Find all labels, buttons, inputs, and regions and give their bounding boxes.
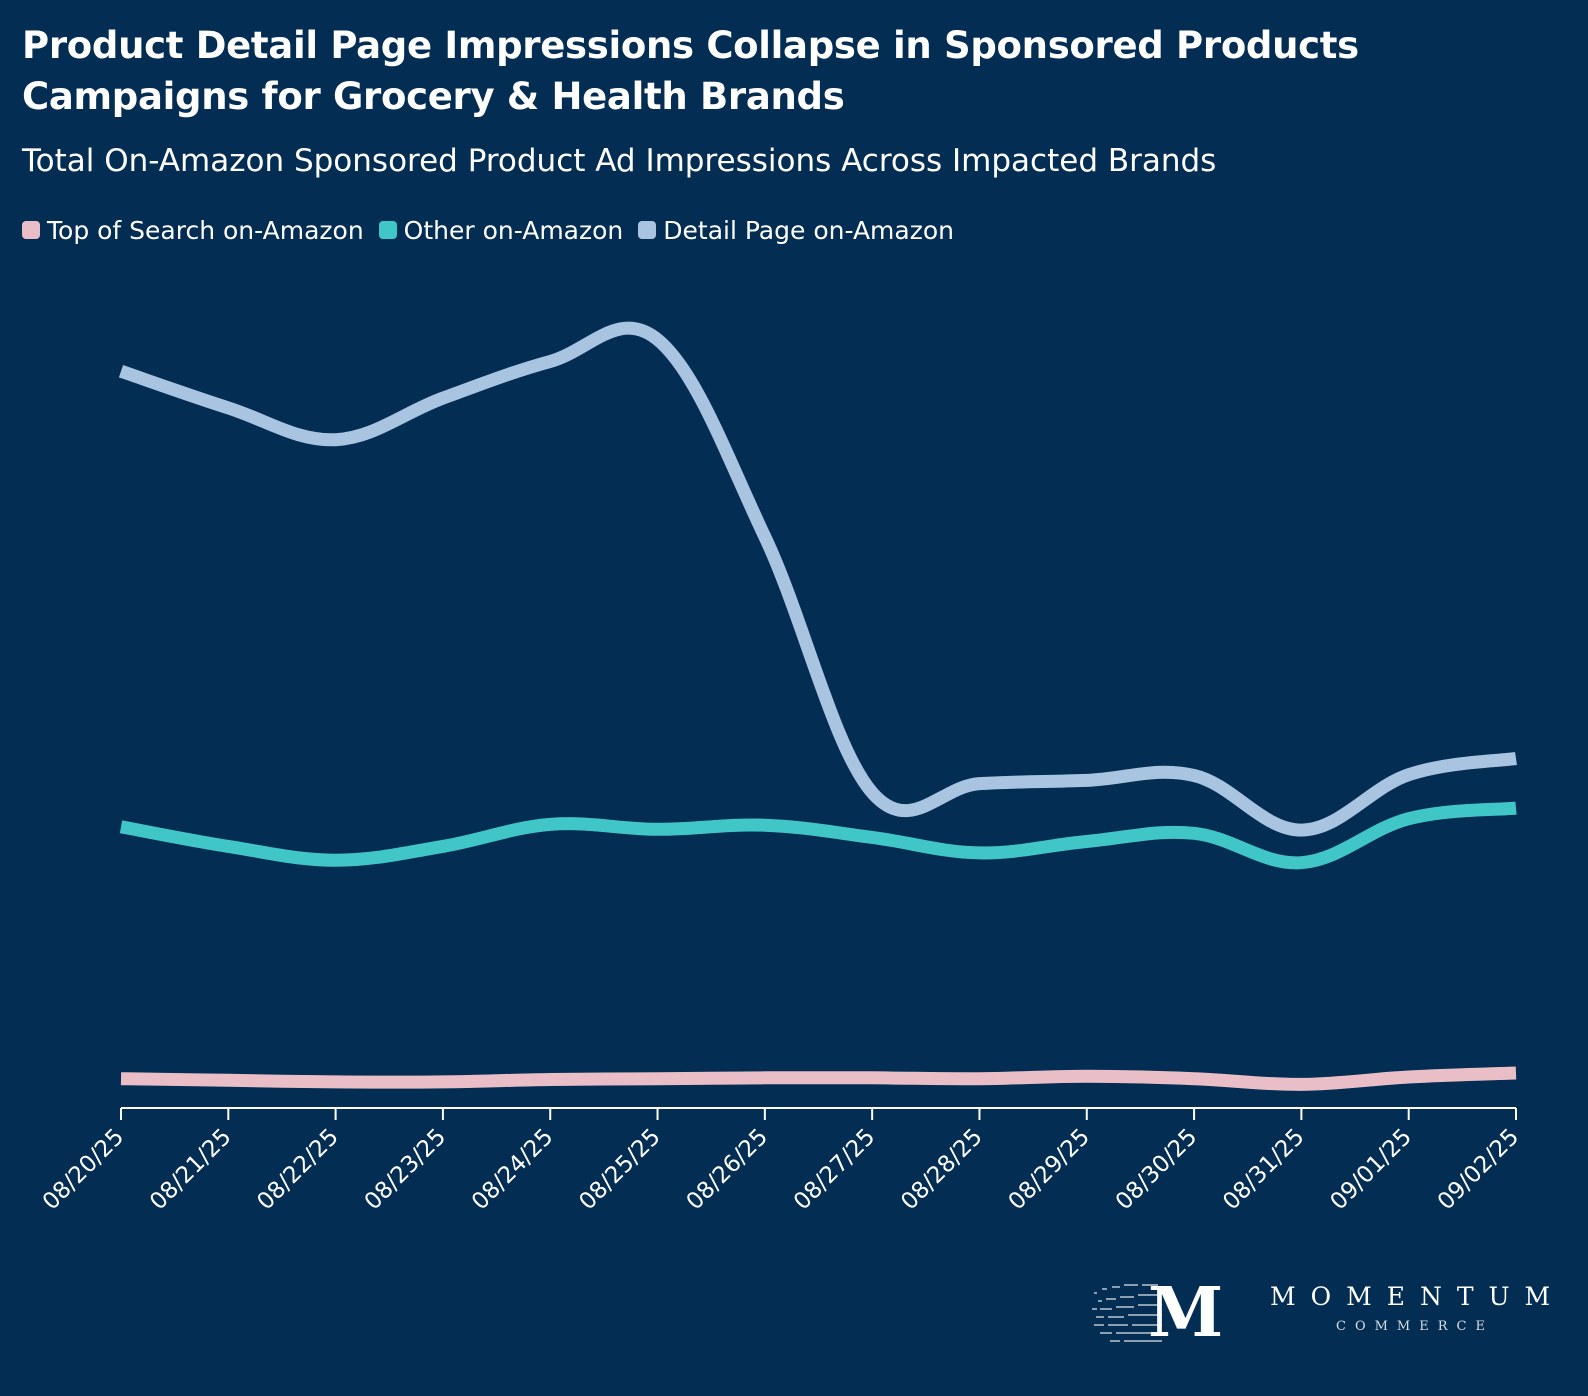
legend: Top of Search on-Amazon Other on-Amazon … [22, 212, 969, 248]
x-tick-label: 08/29/25 [1004, 1124, 1095, 1215]
logo-tagline: COMMERCE [1336, 1319, 1494, 1334]
legend-swatch-other [378, 221, 397, 239]
x-tick-label: 09/02/25 [1433, 1124, 1524, 1215]
legend-label-detail-page: Detail Page on-Amazon [663, 215, 954, 245]
legend-swatch-top-of-search [22, 221, 40, 239]
x-tick-label: 08/24/25 [467, 1124, 558, 1215]
x-tick-label: 08/28/25 [896, 1124, 987, 1215]
x-tick-label: 08/25/25 [574, 1124, 665, 1215]
legend-label-other: Other on-Amazon [403, 215, 624, 245]
legend-item-other: Other on-Amazon [378, 215, 624, 245]
x-tick-label: 09/01/25 [1325, 1124, 1416, 1215]
x-tick-label: 08/27/25 [789, 1124, 880, 1215]
legend-item-top-of-search: Top of Search on-Amazon [22, 216, 364, 245]
momentum-logo-mark: M [1092, 1278, 1223, 1353]
legend-item-detail-page: Detail Page on-Amazon [638, 216, 954, 245]
series-line-other-on-amazon [119, 801, 1517, 870]
logo-wordmark: MOMENTUM [1270, 1282, 1566, 1311]
x-tick-label: 08/31/25 [1218, 1124, 1309, 1215]
x-tick-label: 08/22/25 [252, 1124, 343, 1215]
series-line-top-of-search-on-amazon [120, 1066, 1517, 1091]
legend-label-top-of-search: Top of Search on-Amazon [47, 215, 364, 245]
legend-swatch-detail-page [638, 221, 657, 239]
series-line-detail-page-on-amazon [118, 321, 1517, 837]
x-tick-label: 08/20/25 [38, 1124, 129, 1215]
x-tick-label: 08/21/25 [145, 1124, 236, 1215]
chart-title: Product Detail Page Impressions Collapse… [22, 24, 1359, 118]
x-tick-label: 08/30/25 [1111, 1124, 1202, 1215]
x-tick-label: 08/26/25 [682, 1124, 773, 1215]
x-tick-label: 08/23/25 [360, 1124, 451, 1215]
logo-letter-m: M [1148, 1278, 1223, 1353]
chart-subtitle: Total On-Amazon Sponsored Product Ad Imp… [22, 143, 1217, 179]
